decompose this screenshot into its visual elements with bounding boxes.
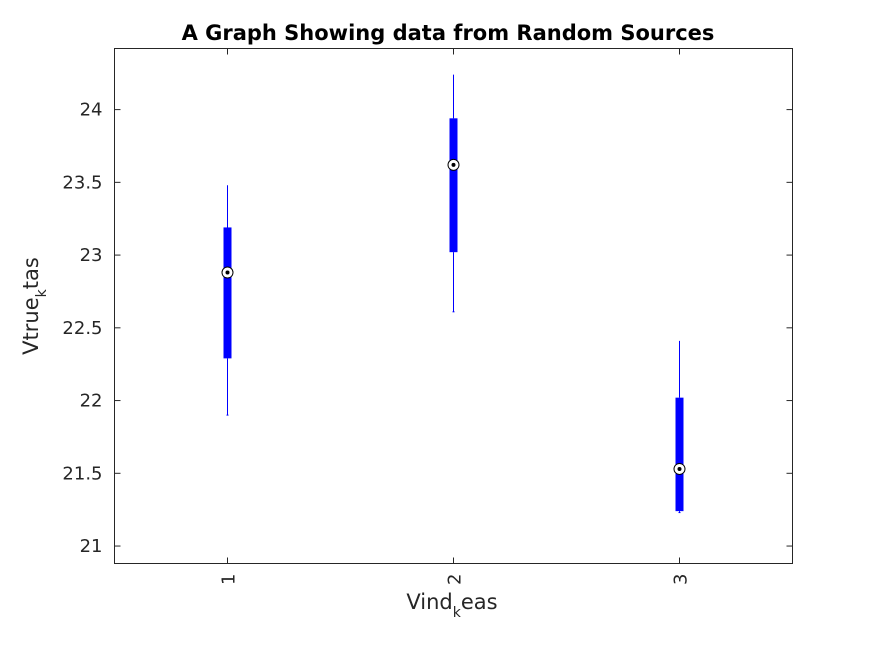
x-axis-label-subscript: k — [453, 605, 462, 621]
box-2 — [447, 74, 460, 313]
x-axis-label: Vindkeas — [406, 590, 497, 621]
y-tick-label: 23.5 — [62, 172, 102, 193]
median-dot — [225, 270, 230, 275]
iqr-box — [675, 397, 684, 512]
x-axis-label-rest: eas — [461, 590, 498, 614]
x-axis-ticks: 1 2 3 — [219, 48, 692, 585]
y-axis-ticks: 21 21.5 22 22.5 23 23.5 24 — [62, 100, 793, 557]
x-tick-label: 1 — [219, 574, 240, 585]
box-1 — [221, 185, 234, 416]
y-tick-label: 21 — [80, 536, 103, 557]
box-3 — [673, 340, 686, 514]
y-axis-label-main: Vtrue — [19, 297, 43, 354]
boxes — [221, 74, 686, 514]
y-tick-label: 23 — [80, 245, 103, 266]
iqr-box — [449, 118, 458, 253]
x-tick-label: 3 — [671, 574, 692, 585]
x-axis-label-main: Vind — [406, 590, 452, 614]
y-tick-label: 22.5 — [62, 318, 102, 339]
median-dot — [451, 162, 456, 167]
median-dot — [677, 466, 682, 471]
y-tick-label: 24 — [80, 100, 103, 121]
chart-title: A Graph Showing data from Random Sources — [182, 21, 715, 45]
y-tick-label: 22 — [80, 391, 103, 412]
x-tick-label: 2 — [445, 574, 466, 585]
y-tick-label: 21.5 — [62, 463, 102, 484]
y-axis-label-subscript: k — [34, 288, 50, 297]
y-axis-label: Vtruektas — [19, 257, 50, 355]
iqr-box — [223, 227, 232, 359]
y-axis-label-rest: tas — [19, 257, 43, 289]
